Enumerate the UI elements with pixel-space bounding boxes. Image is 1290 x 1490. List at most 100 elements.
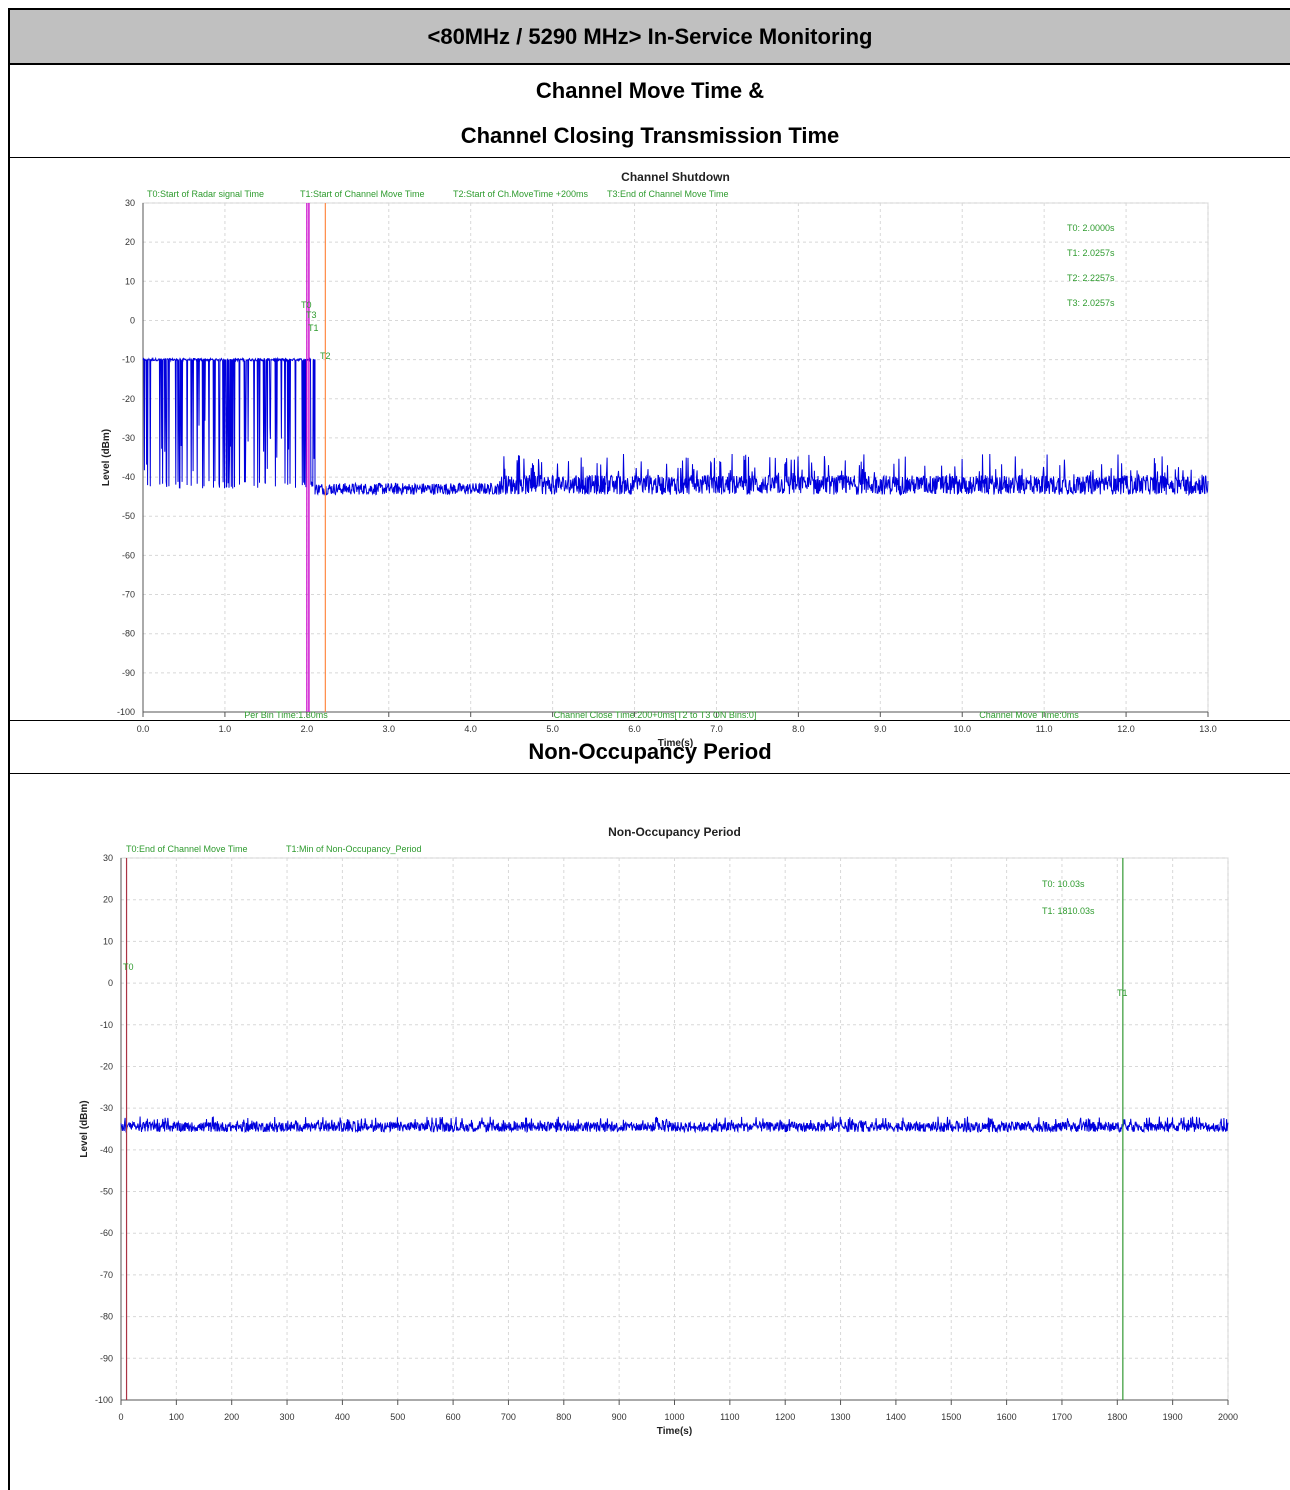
bottom-annotation: Per Bin Time:1.30ms [244, 710, 328, 720]
y-tick-label: -80 [122, 629, 135, 639]
y-tick-label: -20 [100, 1061, 113, 1071]
section-title-non-occupancy: Non-Occupancy Period [528, 739, 772, 764]
marker-tag: T0 [301, 300, 312, 310]
page-title: <80MHz / 5290 MHz> In-Service Monitoring [427, 24, 873, 49]
bottom-annotation: Channel Move Time:0ms [979, 710, 1079, 720]
x-tick-label: 13.0 [1199, 724, 1217, 734]
x-tick-label: 1300 [831, 1412, 851, 1422]
divider [10, 720, 1290, 721]
y-tick-label: 10 [103, 936, 113, 946]
x-tick-label: 0 [118, 1412, 123, 1422]
x-tick-label: 1400 [886, 1412, 906, 1422]
x-tick-label: 12.0 [1117, 724, 1135, 734]
y-tick-label: 30 [103, 853, 113, 863]
x-tick-label: 2.0 [301, 724, 314, 734]
top-annotation: T1:Start of Channel Move Time [300, 189, 425, 199]
x-tick-label: 300 [280, 1412, 295, 1422]
x-tick-label: 1600 [997, 1412, 1017, 1422]
plot-area [142, 202, 1209, 713]
marker-readout: T3: 2.0257s [1067, 298, 1115, 308]
page-frame [8, 8, 1290, 1490]
top-annotation: T0:Start of Radar signal Time [147, 189, 264, 199]
marker-tag: T0 [123, 962, 134, 972]
top-annotation: T3:End of Channel Move Time [607, 189, 729, 199]
x-tick-label: 600 [446, 1412, 461, 1422]
x-tick-label: 1500 [941, 1412, 961, 1422]
y-tick-label: -80 [100, 1312, 113, 1322]
y-tick-label: -90 [100, 1353, 113, 1363]
top-annotation: T2:Start of Ch.MoveTime +200ms [453, 189, 588, 199]
x-tick-label: 6.0 [628, 724, 641, 734]
x-tick-label: 1800 [1107, 1412, 1127, 1422]
top-annotation: T0:End of Channel Move Time [126, 844, 248, 854]
y-tick-label: -40 [100, 1145, 113, 1155]
x-tick-label: 10.0 [953, 724, 971, 734]
y-tick-label: -40 [122, 472, 135, 482]
y-tick-label: 0 [108, 978, 113, 988]
chart-title: Non-Occupancy Period [608, 825, 741, 839]
x-tick-label: 800 [556, 1412, 571, 1422]
x-tick-label: 100 [169, 1412, 184, 1422]
x-tick-label: 1000 [664, 1412, 684, 1422]
x-tick-label: 1200 [775, 1412, 795, 1422]
y-axis-label: Level (dBm) [101, 429, 112, 486]
header-bar: <80MHz / 5290 MHz> In-Service Monitoring [10, 10, 1290, 65]
y-tick-label: -90 [122, 668, 135, 678]
bottom-annotation: Channel Close Time:200+0ms[T2 to T3 ON B… [554, 710, 757, 720]
y-tick-label: -20 [122, 394, 135, 404]
x-tick-label: 1900 [1163, 1412, 1183, 1422]
x-tick-label: 8.0 [792, 724, 805, 734]
y-tick-label: -50 [100, 1187, 113, 1197]
y-tick-label: 10 [125, 276, 135, 286]
chart-title: Channel Shutdown [621, 170, 730, 184]
top-annotation: T1:Min of Non-Occupancy_Period [286, 844, 422, 854]
marker-tag: T1 [308, 323, 319, 333]
x-tick-label: 2000 [1218, 1412, 1238, 1422]
x-tick-label: 1700 [1052, 1412, 1072, 1422]
x-tick-label: 0.0 [137, 724, 150, 734]
marker-readout: T0: 10.03s [1042, 879, 1085, 889]
series-line [142, 356, 1209, 497]
y-tick-label: -30 [100, 1103, 113, 1113]
x-tick-label: 3.0 [383, 724, 396, 734]
y-tick-label: -60 [122, 550, 135, 560]
marker-readout: T2: 2.2257s [1067, 273, 1115, 283]
y-tick-label: -10 [122, 355, 135, 365]
y-tick-label: -70 [100, 1270, 113, 1280]
channel-shutdown-chart: Channel Shutdown 30 20 10 0 -10 -20 -30 -40 -50 -6… [101, 170, 1217, 749]
x-tick-label: 5.0 [546, 724, 559, 734]
y-tick-label: 20 [125, 237, 135, 247]
marker-readout: T0: 2.0000s [1067, 223, 1115, 233]
y-axis-label: Level (dBm) [79, 1100, 90, 1157]
y-tick-label: 0 [130, 315, 135, 325]
x-axis-label: Time(s) [658, 738, 693, 749]
marker-readout: T1: 2.0257s [1067, 248, 1115, 258]
y-tick-label: 30 [125, 198, 135, 208]
y-tick-label: -70 [122, 590, 135, 600]
marker-tag: T3 [306, 310, 317, 320]
x-tick-label: 200 [224, 1412, 239, 1422]
marker-readout: T1: 1810.03s [1042, 906, 1095, 916]
x-tick-label: 7.0 [710, 724, 723, 734]
y-tick-label: -60 [100, 1228, 113, 1238]
x-tick-label: 11.0 [1036, 724, 1053, 734]
x-tick-label: 1.0 [219, 724, 232, 734]
section-title-closing-time: Channel Closing Transmission Time [460, 123, 840, 148]
marker-tag: T2 [320, 351, 331, 361]
x-axis-label: Time(s) [657, 1426, 692, 1437]
y-tick-label: -100 [117, 707, 135, 717]
marker-tag: T1 [1117, 988, 1128, 998]
series-line [120, 1116, 1229, 1134]
x-tick-label: 500 [390, 1412, 405, 1422]
x-tick-label: 900 [612, 1412, 627, 1422]
y-tick-label: -10 [100, 1020, 113, 1030]
y-tick-label: -50 [122, 511, 135, 521]
x-tick-label: 700 [501, 1412, 516, 1422]
x-tick-label: 9.0 [874, 724, 887, 734]
y-tick-label: -100 [95, 1395, 113, 1405]
x-tick-label: 4.0 [464, 724, 477, 734]
divider [10, 773, 1290, 774]
x-tick-label: 1100 [720, 1412, 739, 1422]
y-tick-label: 20 [103, 895, 113, 905]
